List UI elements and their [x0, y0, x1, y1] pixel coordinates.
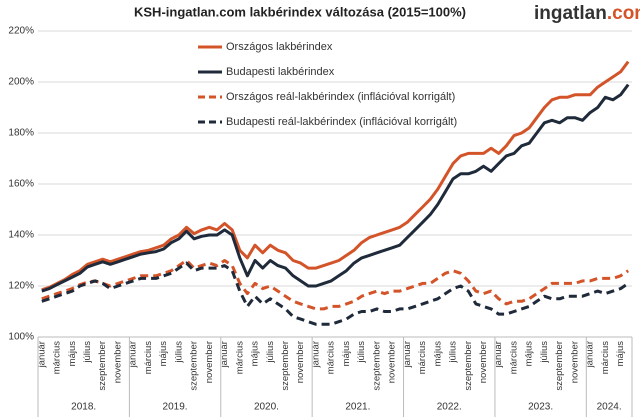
x-tick-label: november [569, 341, 580, 383]
logo-accent: .com [607, 3, 640, 24]
logo: ingatlan.com [534, 3, 640, 24]
x-tick-label: november [204, 341, 215, 383]
x-tick-label: március [234, 341, 245, 375]
series-line [41, 60, 630, 292]
x-tick-label: január [36, 341, 47, 368]
series-line [41, 259, 630, 311]
y-tick-label: 180% [8, 128, 34, 139]
x-tick-label: július [265, 341, 276, 364]
x-tick-label: március [143, 341, 154, 375]
x-tick-label: november [478, 341, 489, 383]
x-tick-label: november [387, 341, 398, 383]
x-tick-label: szeptember [189, 341, 200, 391]
x-tick-label: május [158, 341, 169, 367]
y-tick-label: 200% [8, 77, 34, 88]
legend-label: Országos lakbérindex [226, 41, 333, 53]
x-tick-label: szeptember [97, 341, 108, 391]
y-tick-label: 100% [8, 332, 34, 343]
x-tick-label: május [432, 341, 443, 367]
chart-title: KSH-ingatlan.com lakbérindex változása (… [134, 4, 466, 19]
x-tick-label: szeptember [463, 341, 474, 391]
x-tick-label: március [600, 341, 611, 375]
y-tick-label: 220% [8, 26, 34, 37]
year-label: 2021. [345, 402, 370, 413]
year-label: 2022. [437, 402, 462, 413]
y-tick-label: 160% [8, 179, 34, 190]
year-label: 2024. [597, 402, 622, 413]
x-tick-label: március [52, 341, 63, 375]
year-label: 2023. [528, 402, 553, 413]
x-tick-label: március [417, 341, 428, 375]
legend-label: Országos reál-lakbérindex (inflációval k… [226, 91, 455, 103]
x-tick-label: július [448, 341, 459, 364]
x-tick-label: január [493, 341, 504, 368]
series-line [41, 83, 630, 293]
x-tick-label: január [402, 341, 413, 368]
x-tick-label: július [173, 341, 184, 364]
x-tick-label: január [585, 341, 596, 368]
x-tick-label: szeptember [280, 341, 291, 391]
x-tick-label: július [356, 341, 367, 364]
x-tick-label: május [250, 341, 261, 367]
series-line [41, 261, 630, 326]
x-tick-label: május [615, 341, 626, 367]
x-tick-label: január [128, 341, 139, 368]
x-tick-label: március [326, 341, 337, 375]
x-tick-label: május [341, 341, 352, 367]
x-tick-label: július [539, 341, 550, 364]
x-tick-label: május [524, 341, 535, 367]
legend-label: Budapesti reál-lakbérindex (inflációval … [226, 116, 457, 128]
x-tick-label: szeptember [554, 341, 565, 391]
year-label: 2020. [254, 402, 279, 413]
year-label: 2018. [71, 402, 96, 413]
y-tick-label: 120% [8, 281, 34, 292]
x-tick-label: november [112, 341, 123, 383]
y-tick-label: 140% [8, 230, 34, 241]
x-tick-label: július [82, 341, 93, 364]
logo-main: ingatlan [534, 3, 607, 24]
x-tick-label: május [67, 341, 78, 367]
x-tick-label: szeptember [371, 341, 382, 391]
x-tick-label: november [295, 341, 306, 383]
x-tick-label: január [219, 341, 230, 368]
legend-label: Budapesti lakbérindex [226, 66, 335, 78]
x-tick-label: január [310, 341, 321, 368]
x-tick-label: március [508, 341, 519, 375]
year-label: 2019. [163, 402, 188, 413]
